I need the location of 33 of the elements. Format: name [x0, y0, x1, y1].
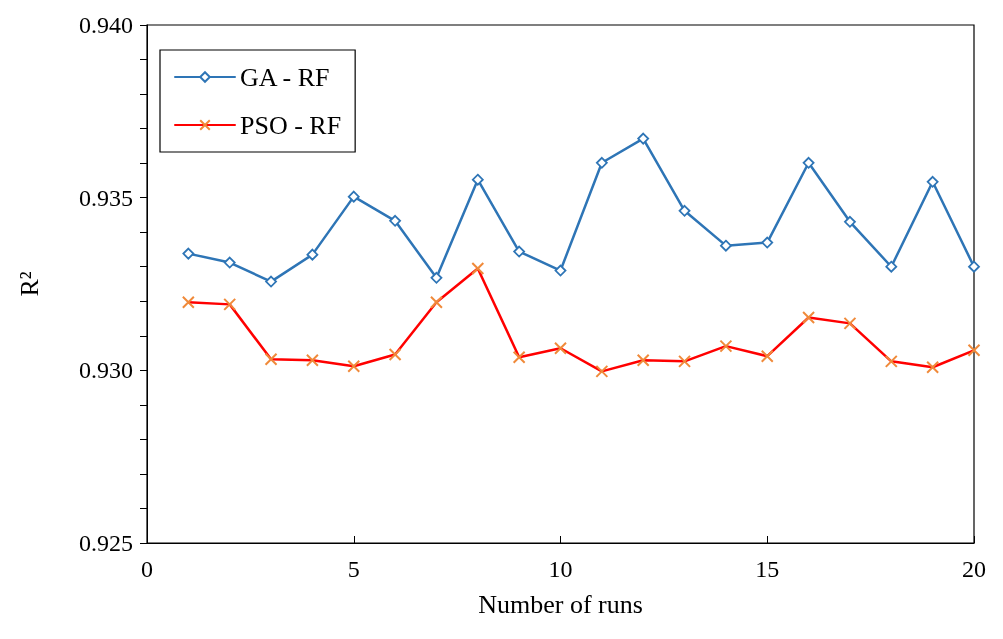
- point: [926, 175, 939, 188]
- point: [761, 236, 774, 249]
- x-tick-label: 15: [755, 556, 780, 582]
- point: [389, 214, 401, 227]
- point: [347, 190, 360, 203]
- y-axis-title: R²: [14, 271, 44, 297]
- point: [885, 260, 898, 273]
- y-tick-label: 0.935: [79, 184, 133, 211]
- x-tick-label: 5: [347, 556, 360, 582]
- legend-label: PSO - RF: [240, 110, 342, 140]
- x-tick-label: 10: [548, 556, 573, 582]
- y-tick-label: 0.925: [79, 530, 133, 556]
- point: [513, 245, 526, 258]
- point: [968, 260, 980, 273]
- point: [265, 275, 277, 288]
- point: [637, 132, 650, 145]
- point: [720, 239, 732, 252]
- point: [471, 173, 484, 186]
- point: [430, 271, 443, 284]
- x-axis-title: Number of runs: [478, 589, 643, 619]
- point: [595, 156, 608, 169]
- x-tick-label: 0: [141, 556, 153, 582]
- point: [223, 256, 236, 269]
- y-tick-label: 0.940: [79, 12, 133, 38]
- legend-label: GA - RF: [240, 62, 330, 92]
- y-tick-label: 0.930: [79, 357, 133, 384]
- point: [306, 248, 319, 261]
- point: [802, 156, 815, 169]
- point: [678, 204, 691, 217]
- point: [554, 264, 567, 277]
- point: [182, 247, 195, 260]
- point: [844, 215, 856, 228]
- x-tick-label: 20: [962, 556, 986, 582]
